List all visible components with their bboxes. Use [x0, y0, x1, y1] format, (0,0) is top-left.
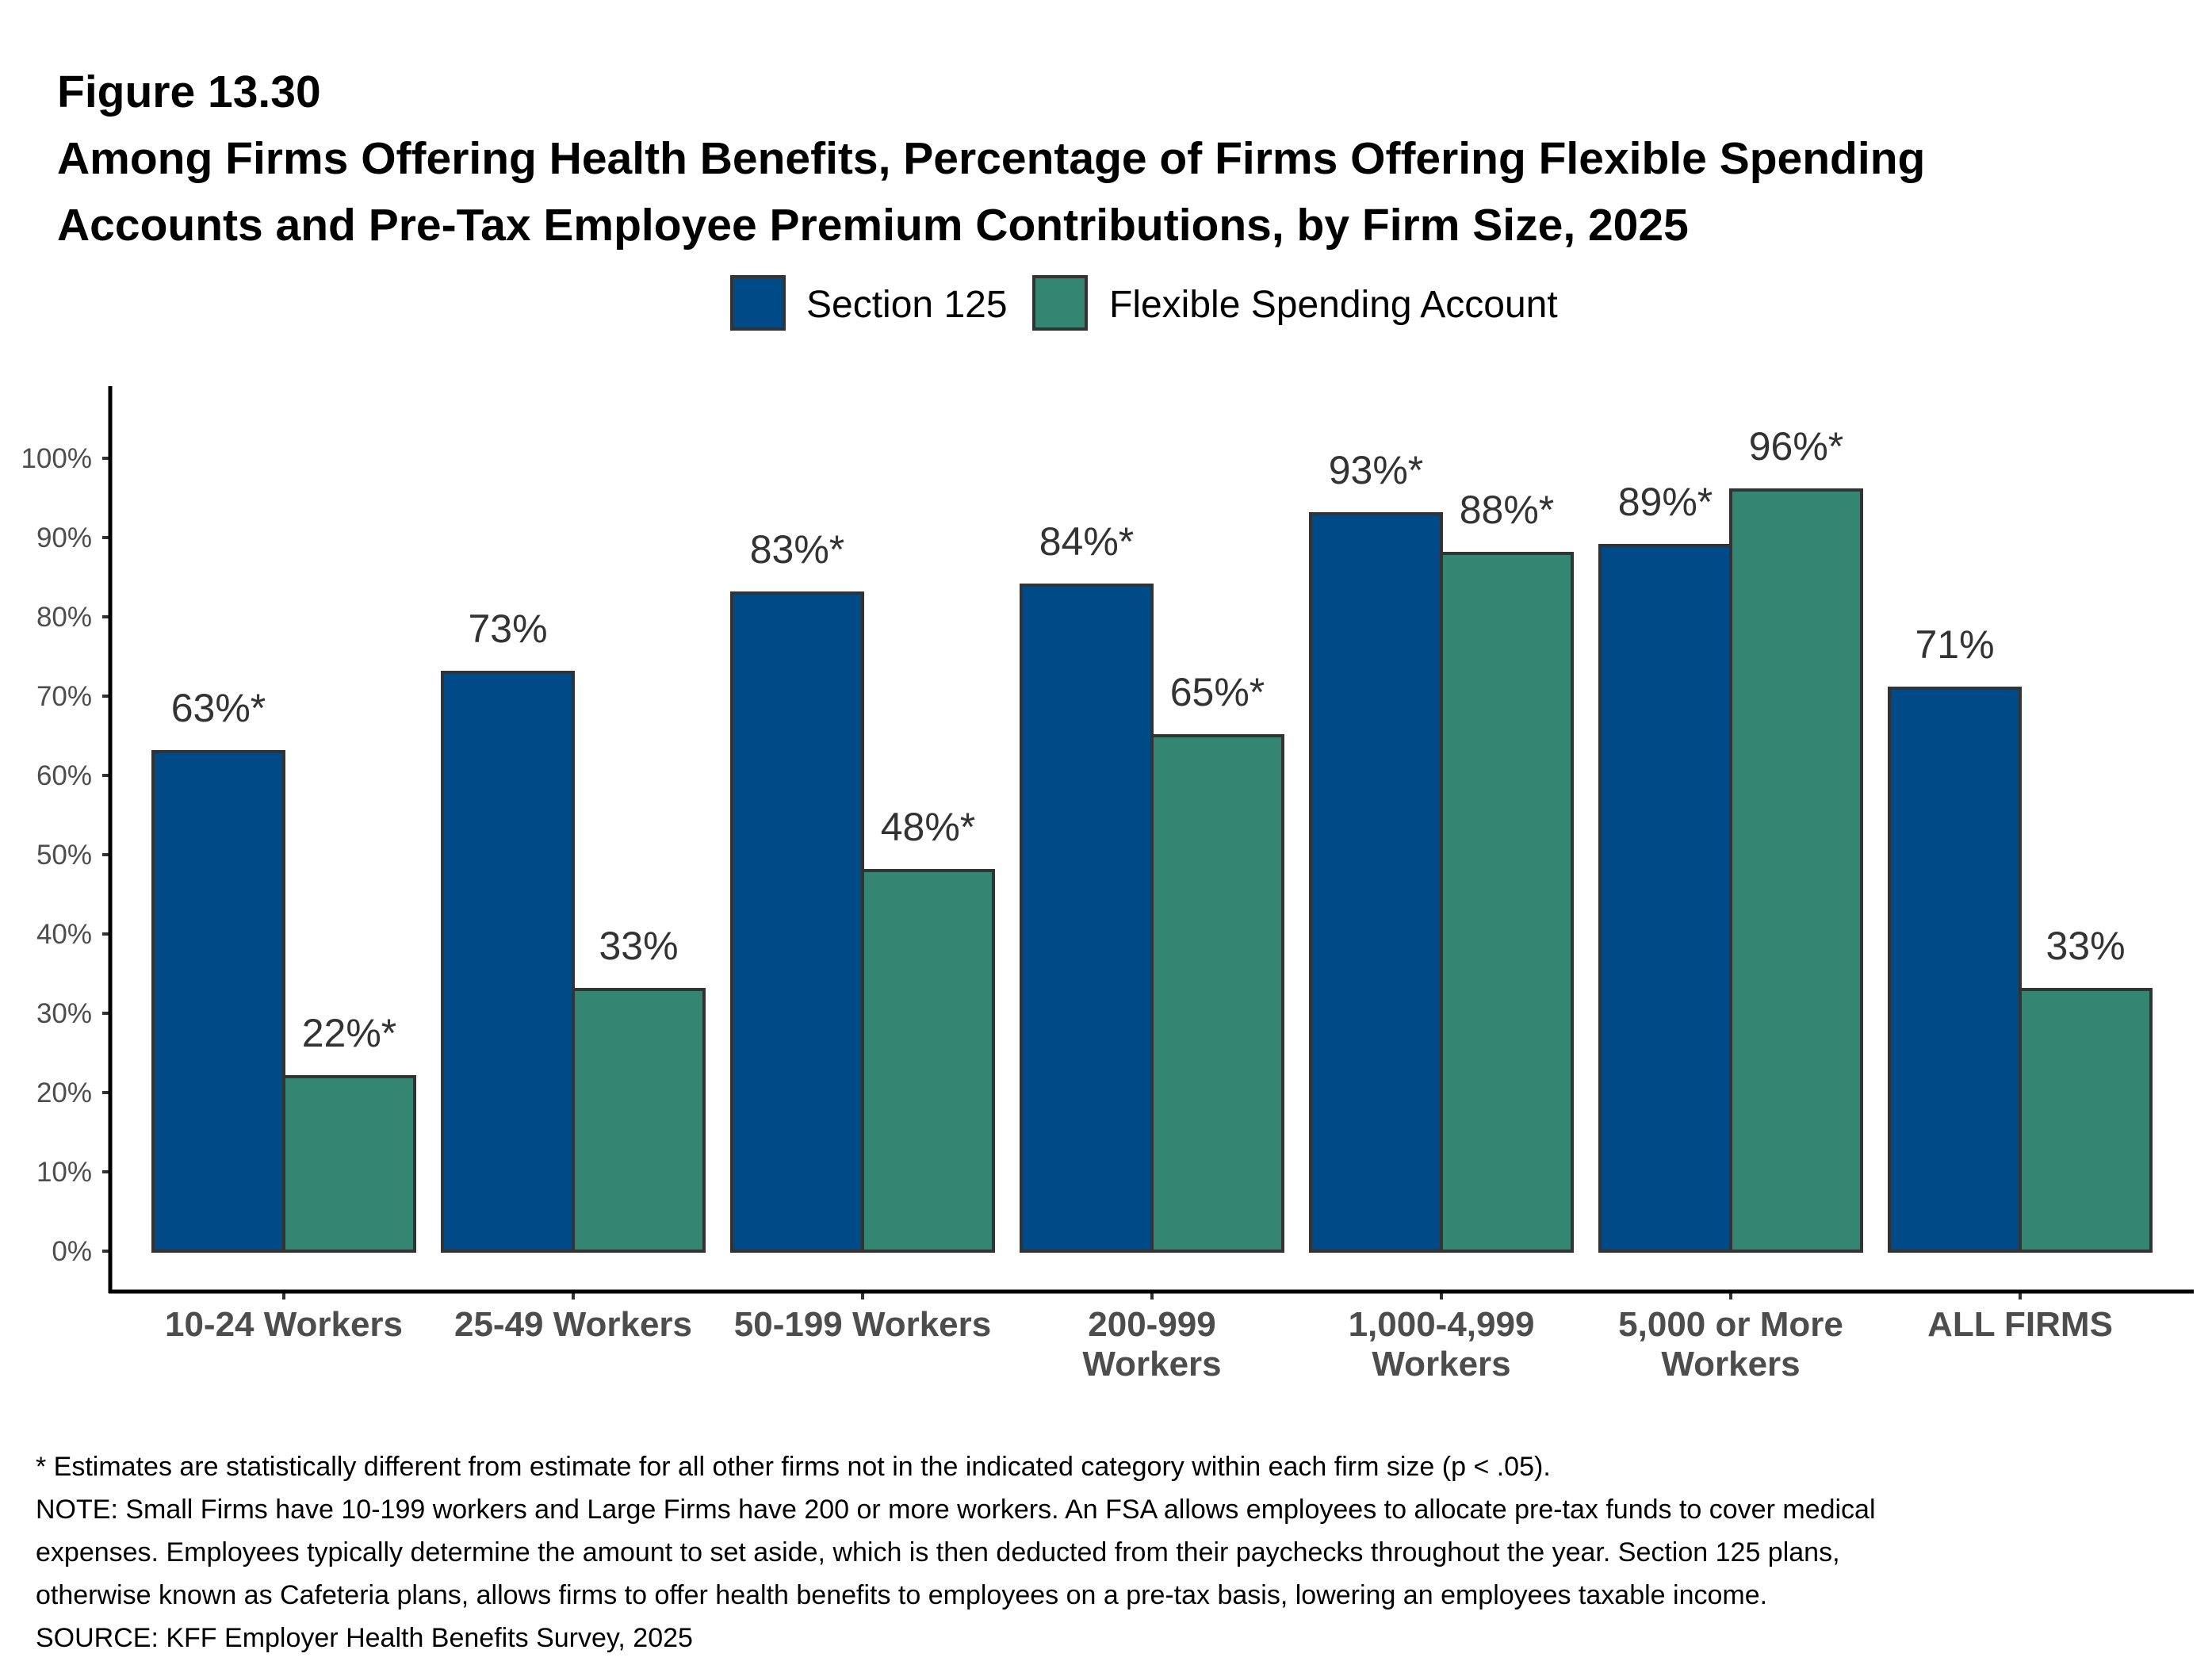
bar-section-125-5 — [1598, 544, 1732, 1253]
legend-label: Flexible Spending Account — [1109, 284, 1558, 326]
y-tick-label: 30% — [36, 998, 92, 1029]
bar-flexible-spending-account-0 — [282, 1075, 416, 1253]
x-tick-label: 1,000-4,999 — [1349, 1305, 1535, 1344]
data-label: 83%* — [750, 527, 845, 572]
data-label: 73% — [468, 607, 547, 651]
bar-section-125-0 — [151, 750, 285, 1253]
data-labels-layer: 63%* 22%* 73% 33% 83%* 48%* 84%* 65%* 93%* 88%* 89… — [171, 424, 2126, 1055]
figure-number: Figure 13.30 — [57, 67, 321, 117]
data-label: 48%* — [881, 805, 976, 849]
bar-section-125-1 — [441, 671, 575, 1253]
x-tick-label: Workers — [1372, 1345, 1510, 1384]
data-label: 65%* — [1170, 670, 1265, 714]
y-tick-label: 80% — [36, 602, 92, 633]
y-tick-label: 60% — [36, 760, 92, 791]
data-label: 93%* — [1329, 448, 1424, 492]
legend-label: Section 125 — [806, 284, 1008, 326]
data-label: 96%* — [1749, 424, 1844, 469]
data-label: 88%* — [1460, 488, 1555, 532]
bar-section-125-3 — [1020, 584, 1154, 1253]
legend-swatch-section-125 — [730, 275, 786, 331]
y-tick-label: 0% — [52, 1236, 92, 1267]
bar-flexible-spending-account-5 — [1729, 488, 1863, 1253]
bar-flexible-spending-account-3 — [1150, 734, 1284, 1253]
y-tick-label: 100% — [21, 443, 92, 474]
y-tick-label: 90% — [36, 522, 92, 553]
x-tick-label: 200-999 — [1088, 1305, 1215, 1344]
x-tick-label: Workers — [1082, 1345, 1221, 1384]
bar-chart: Section 125 Flexible Spending Account 63%… — [21, 275, 2194, 1384]
data-label: 63%* — [171, 686, 266, 730]
data-label: 22%* — [302, 1011, 397, 1055]
bar-section-125-2 — [730, 591, 864, 1253]
title-block: Figure 13.30 Among Firms Offering Health… — [57, 59, 1925, 258]
x-tick-label: 50-199 Workers — [734, 1305, 992, 1344]
data-label: 33% — [599, 924, 678, 968]
y-tick-label: 40% — [36, 919, 92, 950]
y-tick-label: 50% — [36, 840, 92, 871]
x-tick-label: Workers — [1661, 1345, 1800, 1384]
data-label: 71% — [1915, 622, 1994, 667]
legend-swatch-flexible-spending-account — [1032, 275, 1088, 331]
data-label: 33% — [2046, 924, 2125, 968]
footnote-significance: * Estimates are statistically different … — [36, 1452, 1551, 1482]
data-label: 84%* — [1039, 519, 1135, 564]
footnote-note-3: otherwise known as Cafeteria plans, allo… — [36, 1580, 1768, 1610]
x-tick-label: 5,000 or More — [1618, 1305, 1843, 1344]
data-label: 89%* — [1618, 480, 1713, 524]
bar-flexible-spending-account-4 — [1440, 552, 1574, 1253]
bar-flexible-spending-account-2 — [861, 869, 995, 1253]
x-tick-label: ALL FIRMS — [1927, 1305, 2113, 1344]
y-tick-label: 20% — [36, 1077, 92, 1108]
y-tick-label: 70% — [36, 681, 92, 712]
x-tick-label: 25-49 Workers — [454, 1305, 692, 1344]
bar-flexible-spending-account-1 — [572, 988, 706, 1253]
footnotes: * Estimates are statistically different … — [36, 1445, 1876, 1659]
axes-layer: 10-24 Workers 25-49 Workers 50-199 Workers… — [21, 386, 2194, 1384]
bar-section-125-6 — [1888, 687, 2022, 1253]
x-tick-label: 10-24 Workers — [165, 1305, 403, 1344]
legend: Section 125 Flexible Spending Account — [730, 275, 1558, 331]
y-tick-label: 10% — [36, 1157, 92, 1188]
chart-title-line-1: Among Firms Offering Health Benefits, Pe… — [57, 133, 1926, 184]
bars-layer — [151, 488, 2153, 1253]
footnote-source: SOURCE: KFF Employer Health Benefits Sur… — [36, 1623, 693, 1653]
footnote-note-2: expenses. Employees typically determine … — [36, 1537, 1840, 1567]
footnote-note-1: NOTE: Small Firms have 10-199 workers an… — [36, 1495, 1876, 1525]
chart-title-line-2: Accounts and Pre-Tax Employee Premium Co… — [57, 200, 1689, 251]
bar-section-125-4 — [1309, 512, 1443, 1253]
bar-flexible-spending-account-6 — [2019, 988, 2153, 1253]
